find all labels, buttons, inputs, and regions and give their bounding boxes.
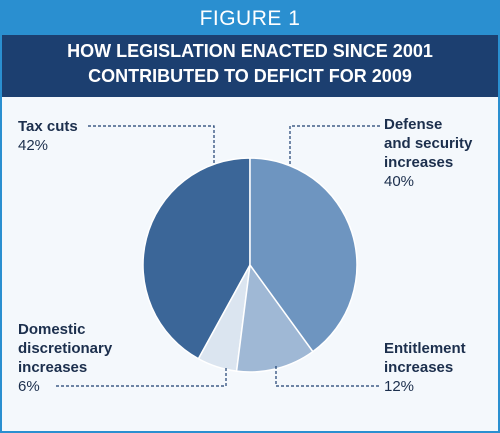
leader-lines [54,125,380,387]
figure-label: FIGURE 1 [2,2,498,35]
value-label: 6% [18,378,40,395]
leader-line [88,125,215,164]
category-label: Entitlement increases [384,340,466,376]
slice-label: Entitlement increases 12% [384,339,466,396]
value-label: 42% [18,137,49,154]
slice-label: Domestic discretionary increases 6% [18,320,112,396]
slice-label: Tax cuts 42% [18,117,78,155]
category-label: Defense and security increases [384,116,473,171]
leader-line [275,366,380,387]
leader-line [54,368,227,387]
pie-slice [249,157,358,353]
slice-label: Defense and security increases 40% [384,115,472,191]
pie-slice [235,263,314,373]
category-label: Tax cuts [18,118,78,135]
leader-line [289,125,380,164]
pie-slice [142,157,251,360]
value-label: 12% [384,378,415,395]
chart-title: HOW LEGISLATION ENACTED SINCE 2001 CONTR… [2,35,498,97]
value-label: 40% [384,173,415,190]
category-label: Domestic discretionary increases [18,321,113,376]
